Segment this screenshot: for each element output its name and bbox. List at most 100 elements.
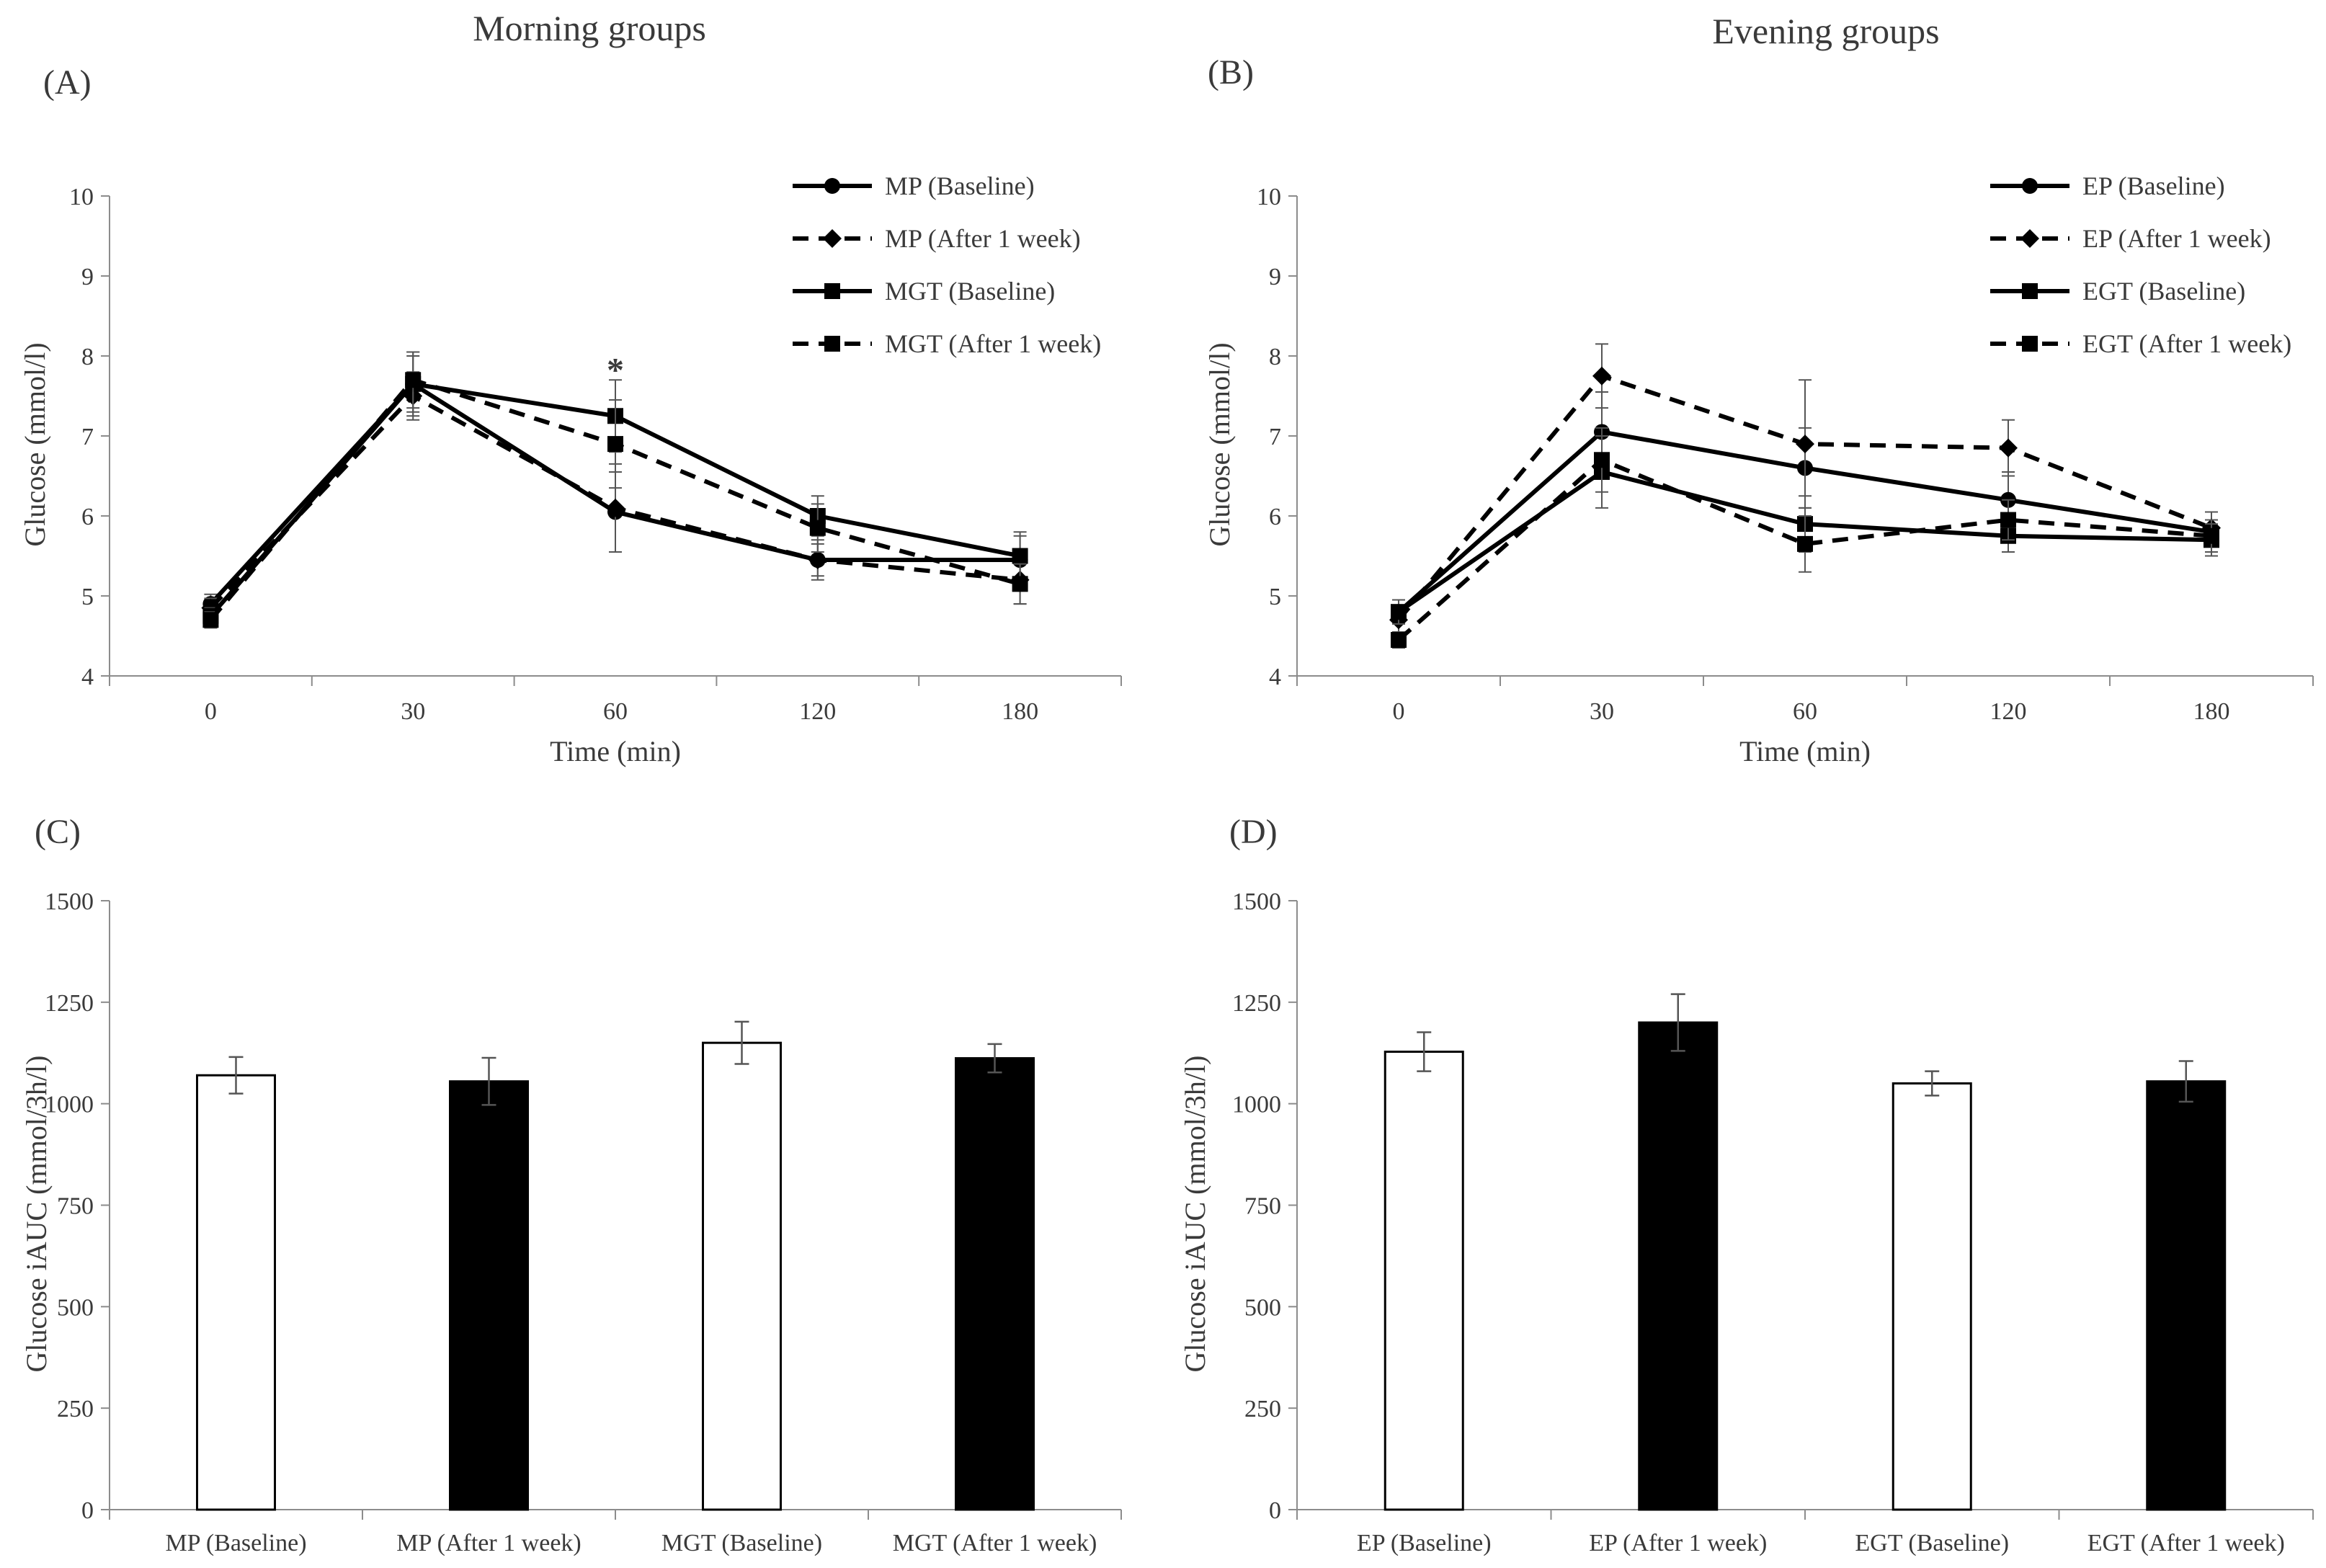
y-axis-title: Glucose (mmol/l) — [19, 342, 51, 546]
morning-groups-title: Morning groups — [473, 8, 706, 48]
data-point — [1391, 604, 1407, 620]
legend-marker — [823, 229, 842, 248]
data-point — [1391, 632, 1407, 649]
y-tick-label: 0 — [1269, 1497, 1281, 1524]
x-tick-label: MGT (Baseline) — [661, 1530, 822, 1556]
y-tick-label: 8 — [1269, 344, 1281, 370]
x-tick-label: EGT (Baseline) — [1855, 1530, 2009, 1556]
legend-label: EGT (After 1 week) — [2082, 329, 2291, 358]
data-point — [405, 372, 422, 388]
x-tick-label: MP (After 1 week) — [396, 1530, 582, 1556]
x-tick-label: 180 — [2193, 698, 2230, 725]
y-tick-label: 5 — [81, 584, 94, 610]
data-point — [1796, 435, 1814, 454]
series-4 — [202, 351, 1028, 629]
evening-groups-title: Evening groups — [1712, 11, 1939, 51]
y-tick-label: 6 — [1269, 504, 1281, 530]
legend-label: MP (After 1 week) — [885, 224, 1081, 253]
panel-d-bar-chart: (D) 0 250 500 750 1000 1250 1500 Glucose iAUC (m… — [1179, 813, 2314, 1556]
legend: EP (Baseline) EP (After 1 week) EGT (Basel… — [1990, 172, 2291, 358]
x-tick-label: 120 — [799, 698, 836, 725]
y-tick-label: 1250 — [45, 990, 94, 1017]
y-tick-label: 500 — [57, 1294, 94, 1321]
y-axis-title: Glucose (mmol/l) — [1203, 342, 1236, 546]
data-point — [202, 612, 219, 628]
legend-label: MP (Baseline) — [885, 172, 1035, 200]
y-tick-label: 1000 — [45, 1092, 94, 1118]
y-tick-label: 7 — [81, 424, 94, 450]
y-tick-label: 10 — [69, 184, 94, 210]
data-point — [809, 520, 826, 536]
x-tick-label: EP (Baseline) — [1357, 1530, 1492, 1556]
x-tick-label: 180 — [1002, 698, 1038, 725]
x-tick-label: MP (Baseline) — [165, 1530, 306, 1556]
legend-label: EP (After 1 week) — [2082, 224, 2271, 253]
data-point — [808, 551, 827, 570]
bar — [1383, 1051, 1464, 1511]
data-point — [1012, 548, 1028, 564]
legend-label: MGT (After 1 week) — [885, 329, 1101, 358]
bar — [1891, 1082, 1972, 1511]
y-tick-label: 4 — [81, 664, 94, 690]
bar — [449, 1080, 529, 1511]
y-tick-label: 9 — [1269, 264, 1281, 290]
bar — [955, 1057, 1035, 1511]
y-tick-label: 10 — [1257, 184, 1281, 210]
data-point — [607, 436, 623, 453]
y-tick-label: 250 — [57, 1396, 94, 1422]
bar — [2146, 1080, 2227, 1511]
legend-label: EGT (Baseline) — [2082, 277, 2245, 306]
x-tick-label: 0 — [1393, 698, 1405, 725]
y-tick-label: 1500 — [1232, 888, 1281, 915]
data-point — [1594, 452, 1610, 468]
data-point — [1999, 438, 2018, 458]
bar — [702, 1041, 782, 1511]
data-point — [606, 498, 625, 517]
panel-a-line-chart: (A) 4 5 6 7 8 9 10 0 30 60 120 180 Time (min) Glucose … — [19, 63, 1122, 767]
x-tick-label: 60 — [603, 698, 628, 725]
series-4 — [1391, 427, 2219, 649]
x-tick-label: EGT (After 1 week) — [2087, 1530, 2285, 1556]
bar — [1638, 1021, 1719, 1511]
y-tick-label: 7 — [1269, 424, 1281, 450]
y-tick-label: 750 — [1244, 1193, 1281, 1220]
bar — [196, 1074, 276, 1511]
data-point — [1592, 366, 1611, 386]
panel-c-bar-chart: (C) 0 250 500 750 1000 1250 1500 Glucose iAUC (m… — [20, 813, 1122, 1556]
data-point — [1012, 576, 1028, 592]
x-tick-label: 30 — [1590, 698, 1614, 725]
panel-b-line-chart: (B) 4 5 6 7 8 9 10 0 30 60 120 180 Time (min) Glucose … — [1203, 53, 2314, 767]
y-tick-label: 4 — [1269, 664, 1281, 690]
panel-label: (C) — [35, 813, 81, 851]
y-tick-label: 1500 — [45, 888, 94, 915]
significance-marker: * — [607, 352, 624, 390]
y-tick-label: 9 — [81, 264, 94, 290]
panel-label: (A) — [43, 63, 92, 102]
panel-label: (B) — [1208, 53, 1254, 92]
legend-label: MGT (Baseline) — [885, 277, 1055, 306]
series-line — [1397, 458, 2212, 642]
x-tick-label: EP (After 1 week) — [1589, 1530, 1767, 1556]
legend: MP (Baseline) MP (After 1 week) MGT (Basel… — [793, 172, 1101, 358]
legend-marker — [824, 336, 840, 352]
y-axis-title: Glucose iAUC (mmol/3h/l) — [20, 1056, 53, 1373]
y-tick-label: 500 — [1244, 1294, 1281, 1321]
data-point — [2204, 527, 2219, 544]
legend-marker — [2022, 178, 2038, 194]
series-2 — [1389, 343, 2221, 633]
legend-marker — [2020, 229, 2039, 248]
y-tick-label: 250 — [1244, 1396, 1281, 1422]
legend-marker — [2022, 283, 2038, 299]
panel-label: (D) — [1229, 813, 1278, 851]
x-tick-label: 60 — [1793, 698, 1817, 725]
legend-label: EP (Baseline) — [2082, 172, 2225, 200]
x-tick-label: 0 — [205, 698, 217, 725]
x-axis-title: Time (min) — [1739, 735, 1871, 767]
legend-marker — [2022, 336, 2038, 352]
y-tick-label: 1250 — [1232, 990, 1281, 1017]
legend-marker — [824, 178, 840, 194]
data-point — [2000, 512, 2016, 528]
x-axis-title: Time (min) — [550, 735, 681, 767]
y-tick-label: 8 — [81, 344, 94, 370]
